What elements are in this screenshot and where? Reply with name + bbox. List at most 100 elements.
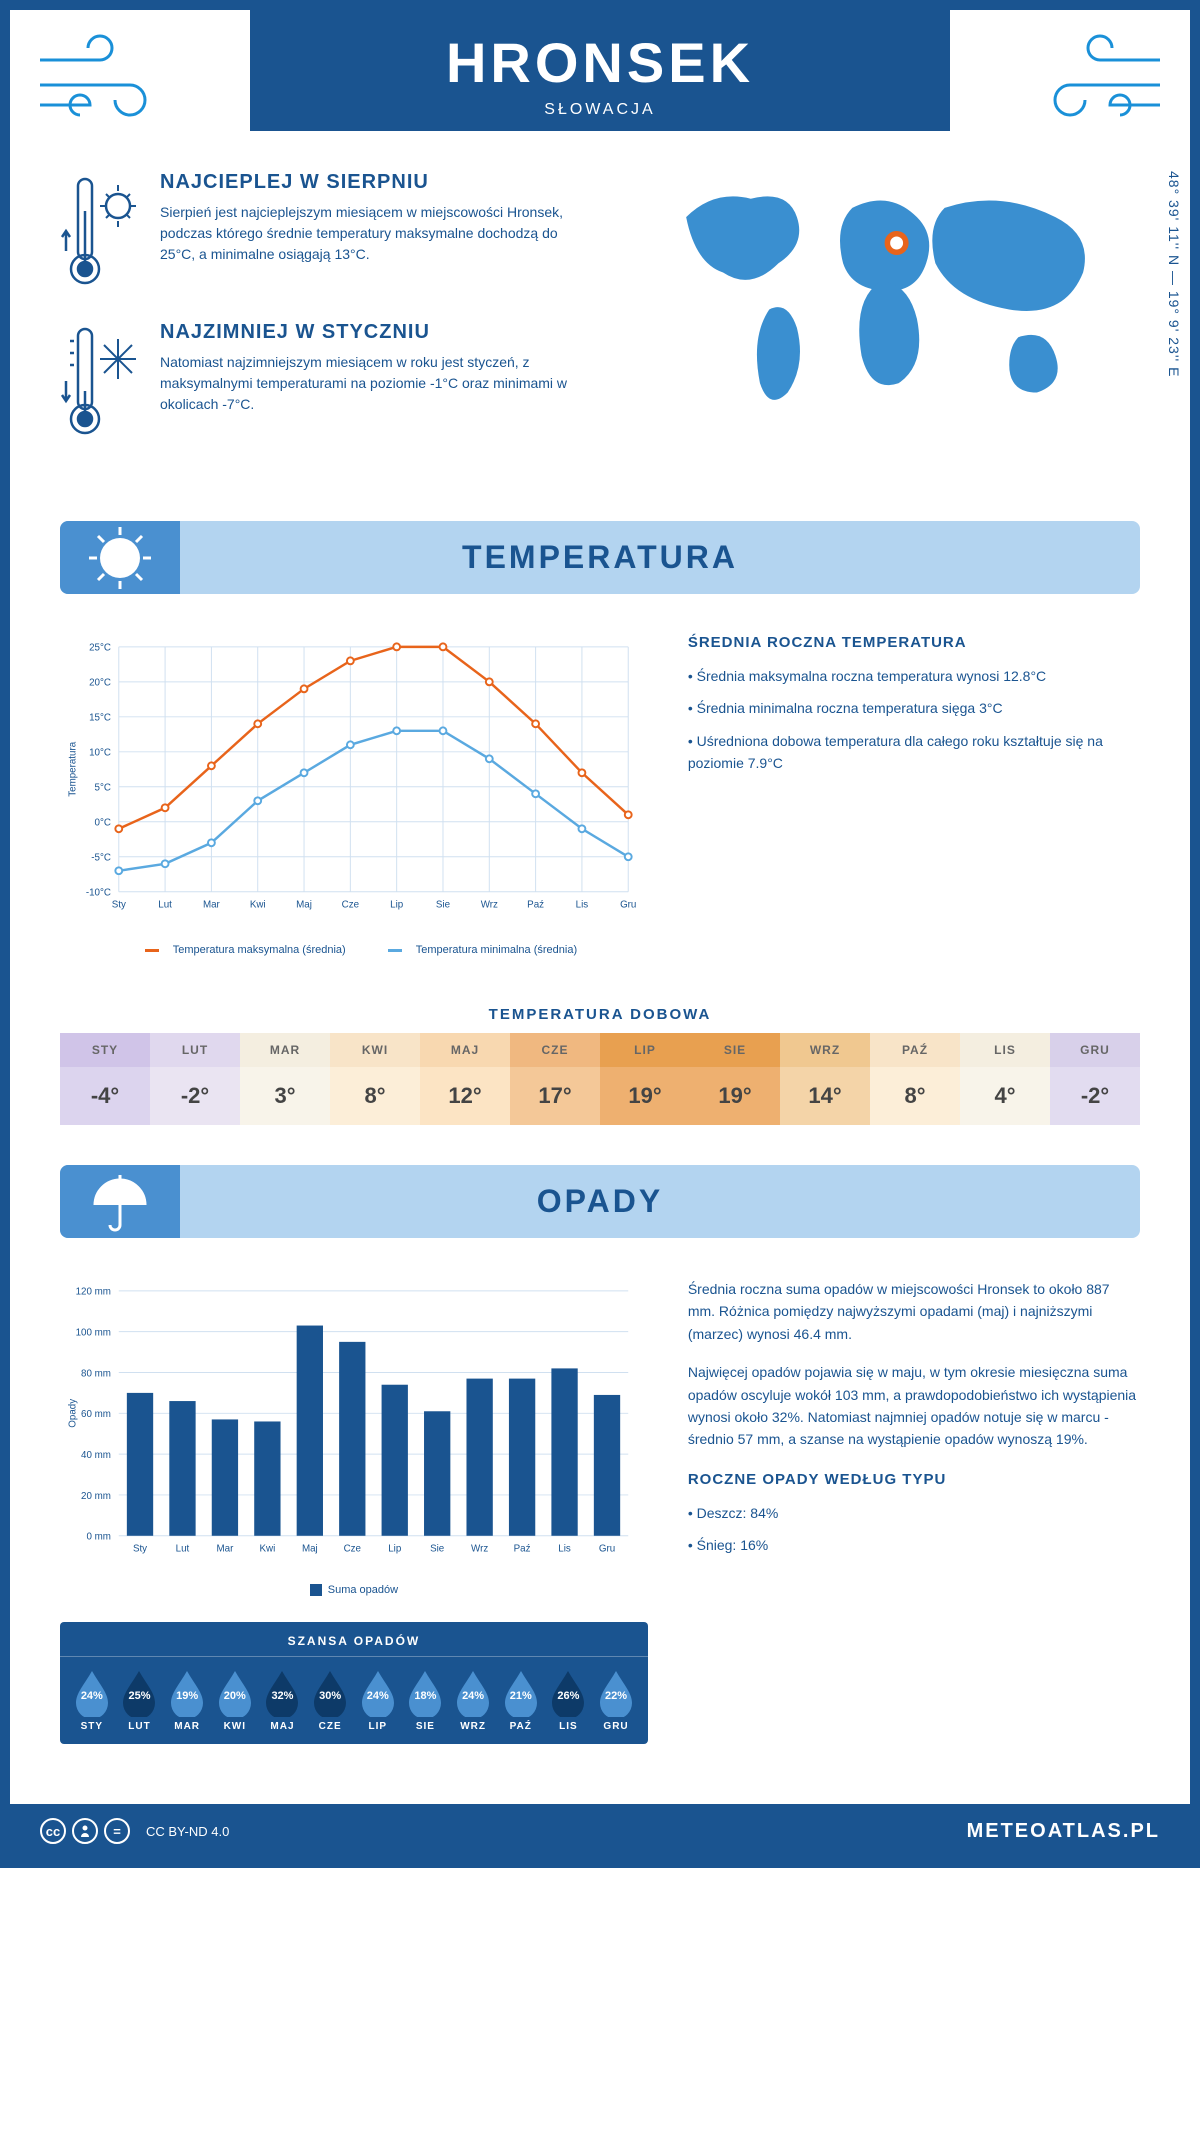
svg-text:Lip: Lip bbox=[388, 1543, 402, 1554]
precip-type-line: • Śnieg: 16% bbox=[688, 1534, 1140, 1556]
daily-temp-cell: PAŹ 8° bbox=[870, 1033, 960, 1125]
daily-temp-cell: MAJ 12° bbox=[420, 1033, 510, 1125]
precip-title: OPADY bbox=[60, 1183, 1140, 1220]
svg-text:Maj: Maj bbox=[296, 899, 312, 910]
precip-header: OPADY bbox=[60, 1165, 1140, 1238]
svg-text:0 mm: 0 mm bbox=[86, 1532, 110, 1543]
svg-text:Sie: Sie bbox=[430, 1543, 444, 1554]
daily-temp-table: STY -4° LUT -2° MAR 3° KWI 8° MAJ 12° CZ… bbox=[60, 1033, 1140, 1125]
precip-legend: Suma opadów bbox=[60, 1578, 648, 1602]
license-text: CC BY-ND 4.0 bbox=[146, 1824, 229, 1839]
wind-icon bbox=[1020, 30, 1170, 130]
svg-text:Lut: Lut bbox=[158, 899, 172, 910]
svg-text:Wrz: Wrz bbox=[471, 1543, 488, 1554]
precip-type-line: • Deszcz: 84% bbox=[688, 1502, 1140, 1524]
daily-temp-cell: CZE 17° bbox=[510, 1033, 600, 1125]
svg-text:Sty: Sty bbox=[112, 899, 126, 910]
svg-text:20 mm: 20 mm bbox=[81, 1491, 111, 1502]
title-banner: HRONSEK SŁOWACJA bbox=[250, 10, 950, 131]
daily-temp-cell: KWI 8° bbox=[330, 1033, 420, 1125]
chance-cell: 21% PAŹ bbox=[497, 1667, 545, 1732]
chance-cell: 24% WRZ bbox=[449, 1667, 497, 1732]
country-label: SŁOWACJA bbox=[250, 101, 950, 119]
footer: cc = CC BY-ND 4.0 METEOATLAS.PL bbox=[10, 1804, 1190, 1858]
coldest-title: NAJZIMNIEJ W STYCZNIU bbox=[160, 321, 580, 344]
temp-bullet: • Średnia minimalna roczna temperatura s… bbox=[688, 697, 1140, 719]
chance-cell: 30% CZE bbox=[306, 1667, 354, 1732]
chance-title: SZANSA OPADÓW bbox=[60, 1630, 648, 1657]
daily-temp-cell: LIS 4° bbox=[960, 1033, 1050, 1125]
svg-text:80 mm: 80 mm bbox=[81, 1368, 111, 1379]
temperature-title: TEMPERATURA bbox=[60, 539, 1140, 576]
temperature-legend: Temperatura maksymalna (średnia)Temperat… bbox=[60, 934, 648, 966]
svg-text:-10°C: -10°C bbox=[86, 888, 111, 899]
svg-text:Cze: Cze bbox=[344, 1543, 361, 1554]
svg-text:Lis: Lis bbox=[558, 1543, 571, 1554]
daily-temp-cell: GRU -2° bbox=[1050, 1033, 1140, 1125]
precip-type-title: ROCZNE OPADY WEDŁUG TYPU bbox=[688, 1471, 1140, 1488]
svg-text:Lip: Lip bbox=[390, 899, 404, 910]
svg-text:25°C: 25°C bbox=[89, 643, 111, 654]
precip-bar-chart: 0 mm 20 mm 40 mm 60 mm 80 mm 100 mm 120 mm Sty L… bbox=[60, 1278, 648, 1578]
svg-text:Mar: Mar bbox=[203, 899, 221, 910]
svg-text:Sie: Sie bbox=[436, 899, 450, 910]
svg-text:Wrz: Wrz bbox=[481, 899, 498, 910]
svg-text:Paź: Paź bbox=[514, 1543, 531, 1554]
svg-text:-5°C: -5°C bbox=[91, 853, 111, 864]
svg-text:100 mm: 100 mm bbox=[76, 1328, 111, 1339]
svg-text:Kwi: Kwi bbox=[250, 899, 266, 910]
svg-text:0°C: 0°C bbox=[95, 818, 111, 829]
svg-text:Gru: Gru bbox=[620, 899, 636, 910]
brand: METEOATLAS.PL bbox=[967, 1820, 1160, 1843]
svg-text:Lis: Lis bbox=[576, 899, 589, 910]
daily-temp-cell: MAR 3° bbox=[240, 1033, 330, 1125]
wind-icon bbox=[30, 30, 180, 130]
license-badges: cc = CC BY-ND 4.0 bbox=[40, 1818, 229, 1844]
svg-text:Temperatura: Temperatura bbox=[68, 741, 79, 796]
svg-text:Opady: Opady bbox=[68, 1399, 79, 1428]
svg-text:5°C: 5°C bbox=[95, 783, 111, 794]
avg-temp-title: ŚREDNIA ROCZNA TEMPERATURA bbox=[688, 634, 1140, 651]
svg-text:Lut: Lut bbox=[176, 1543, 190, 1554]
coldest-text: Natomiast najzimniejszym miesiącem w rok… bbox=[160, 352, 580, 415]
chance-cell: 19% MAR bbox=[163, 1667, 211, 1732]
precip-paragraph: Najwięcej opadów pojawia się w maju, w t… bbox=[688, 1361, 1140, 1451]
svg-text:15°C: 15°C bbox=[89, 713, 111, 724]
svg-text:10°C: 10°C bbox=[89, 748, 111, 759]
hottest-block: NAJCIEPLEJ W SIERPNIU Sierpień jest najc… bbox=[60, 171, 580, 291]
coordinates: 48° 39' 11'' N — 19° 9' 23'' E bbox=[1166, 171, 1182, 377]
temperature-header: TEMPERATURA bbox=[60, 521, 1140, 594]
chance-cell: 25% LUT bbox=[116, 1667, 164, 1732]
svg-text:Mar: Mar bbox=[216, 1543, 234, 1554]
svg-text:20°C: 20°C bbox=[89, 678, 111, 689]
precip-paragraph: Średnia roczna suma opadów w miejscowośc… bbox=[688, 1278, 1140, 1345]
umbrella-icon bbox=[60, 1165, 180, 1238]
svg-text:120 mm: 120 mm bbox=[76, 1287, 111, 1298]
daily-temp-cell: SIE 19° bbox=[690, 1033, 780, 1125]
svg-text:Maj: Maj bbox=[302, 1543, 318, 1554]
svg-text:Cze: Cze bbox=[342, 899, 359, 910]
chance-cell: 26% LIS bbox=[545, 1667, 593, 1732]
svg-text:Sty: Sty bbox=[133, 1543, 147, 1554]
thermometer-cold-icon bbox=[60, 321, 140, 441]
temperature-line-chart: -10°C -5°C 0°C 5°C 10°C 15°C 20°C 25°C Sty Lut Mar… bbox=[60, 634, 648, 934]
chance-cell: 18% SIE bbox=[402, 1667, 450, 1732]
world-map bbox=[620, 171, 1140, 411]
thermometer-hot-icon bbox=[60, 171, 140, 291]
city-title: HRONSEK bbox=[250, 30, 950, 95]
chance-cell: 24% LIP bbox=[354, 1667, 402, 1732]
chance-cell: 32% MAJ bbox=[259, 1667, 307, 1732]
temp-bullet: • Uśredniona dobowa temperatura dla całe… bbox=[688, 730, 1140, 775]
daily-temp-cell: STY -4° bbox=[60, 1033, 150, 1125]
sun-icon bbox=[60, 521, 180, 594]
daily-temp-cell: LUT -2° bbox=[150, 1033, 240, 1125]
coldest-block: NAJZIMNIEJ W STYCZNIU Natomiast najzimni… bbox=[60, 321, 580, 441]
svg-text:Paź: Paź bbox=[527, 899, 544, 910]
hottest-text: Sierpień jest najcieplejszym miesiącem w… bbox=[160, 202, 580, 265]
svg-text:40 mm: 40 mm bbox=[81, 1450, 111, 1461]
svg-text:60 mm: 60 mm bbox=[81, 1409, 111, 1420]
daily-temp-cell: WRZ 14° bbox=[780, 1033, 870, 1125]
hottest-title: NAJCIEPLEJ W SIERPNIU bbox=[160, 171, 580, 194]
chance-cell: 20% KWI bbox=[211, 1667, 259, 1732]
daily-temp-cell: LIP 19° bbox=[600, 1033, 690, 1125]
